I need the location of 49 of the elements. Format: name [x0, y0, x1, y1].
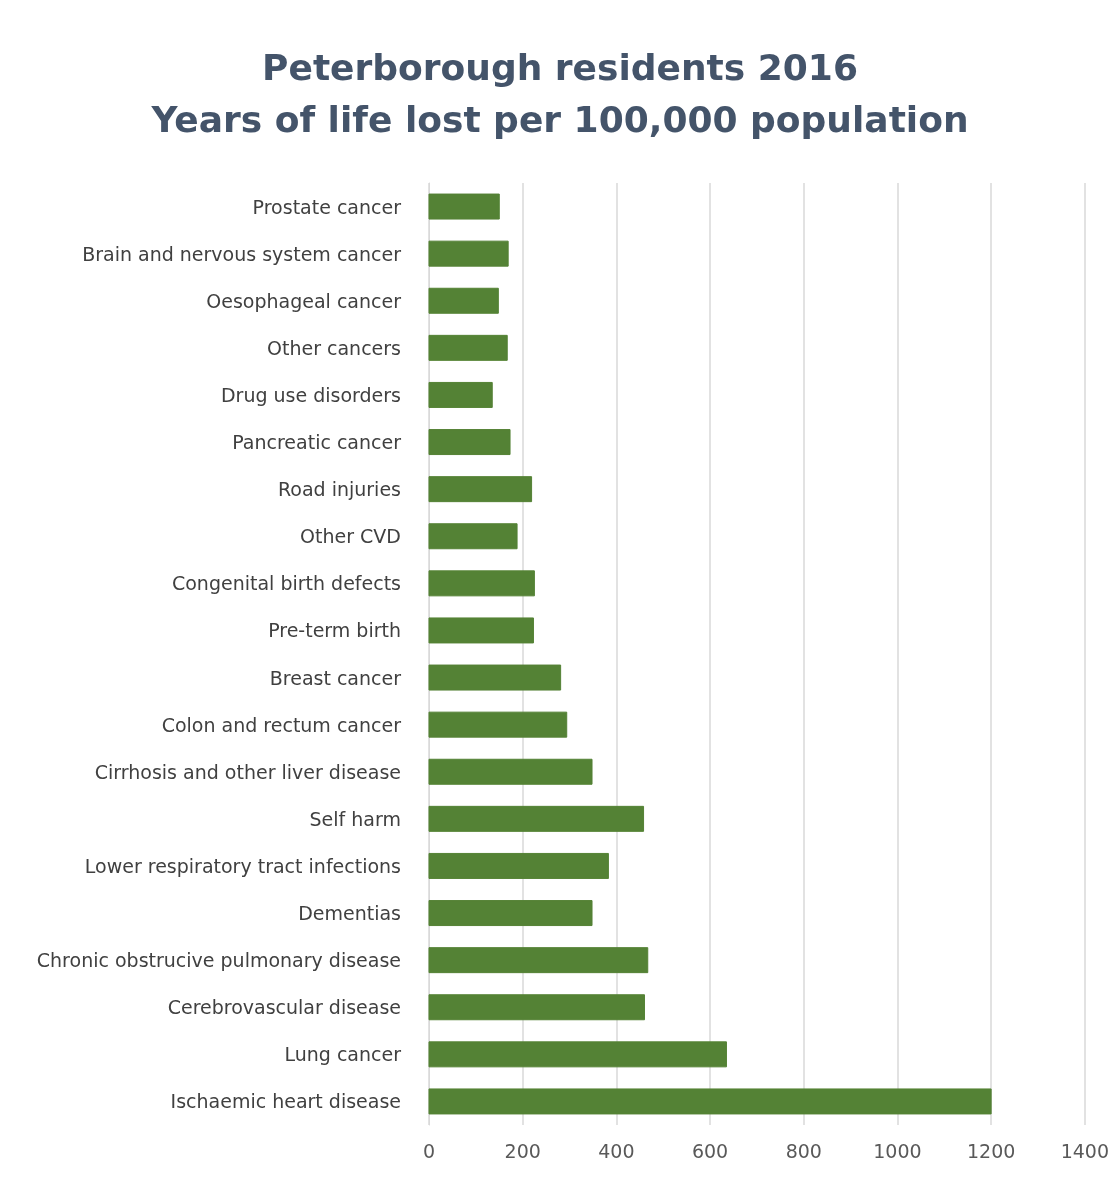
y-tick-label: Other cancers [267, 336, 401, 359]
y-tick-label: Pancreatic cancer [232, 431, 402, 454]
bar [428, 617, 534, 644]
y-tick-label: Other CVD [300, 525, 401, 548]
y-tick-label: Oesophageal cancer [206, 289, 402, 312]
y-tick-label: Prostate cancer [252, 195, 402, 218]
y-tick-label: Cirrhosis and other liver disease [94, 760, 401, 783]
y-tick-label: Breast cancer [269, 666, 402, 689]
bar [428, 947, 649, 974]
bar [428, 1088, 992, 1115]
y-tick-label: Lower respiratory tract infections [84, 854, 401, 877]
y-tick-label: Dementias [298, 902, 401, 925]
bar [428, 476, 533, 503]
y-tick-label: Brain and nervous system cancer [82, 242, 402, 265]
bar [428, 523, 518, 550]
x-tick-label: 1200 [966, 1139, 1016, 1162]
bar [428, 994, 645, 1021]
bar [428, 1041, 727, 1068]
bar [428, 664, 562, 691]
bar [428, 334, 508, 361]
x-tick-label: 1000 [873, 1139, 922, 1162]
x-tick-label: 1400 [1060, 1139, 1109, 1162]
bar [428, 287, 499, 314]
y-tick-label: Chronic obstrucive pulmonary disease [36, 949, 401, 972]
y-tick-label: Cerebrovascular disease [167, 996, 401, 1019]
x-tick-label: 0 [422, 1139, 436, 1162]
y-tick-label: Pre-term birth [268, 619, 401, 642]
bar [428, 852, 609, 879]
y-tick-label: Ischaemic heart disease [170, 1090, 401, 1113]
y-tick-label: Drug use disorders [220, 383, 401, 406]
bar [428, 193, 500, 220]
bar [428, 570, 535, 597]
y-tick-label: Congenital birth defects [171, 572, 401, 595]
bar [428, 900, 593, 927]
bar [428, 381, 493, 408]
chart-title: Peterborough residents 2016 Years of life lost per 100,000 population [150, 46, 969, 140]
y-tick-label: Lung cancer [284, 1043, 402, 1066]
x-tick-label: 200 [504, 1139, 541, 1162]
y-tick-label: Road injuries [277, 478, 401, 501]
bar [428, 758, 593, 785]
bar [428, 711, 568, 738]
x-tick-label: 400 [598, 1139, 635, 1162]
x-tick-label: 800 [785, 1139, 822, 1162]
bar [428, 240, 509, 267]
bar [428, 429, 511, 456]
bar [428, 805, 645, 832]
y-tick-label: Colon and rectum cancer [161, 713, 402, 736]
y-tick-label: Self harm [309, 807, 401, 830]
x-tick-label: 600 [691, 1139, 729, 1162]
